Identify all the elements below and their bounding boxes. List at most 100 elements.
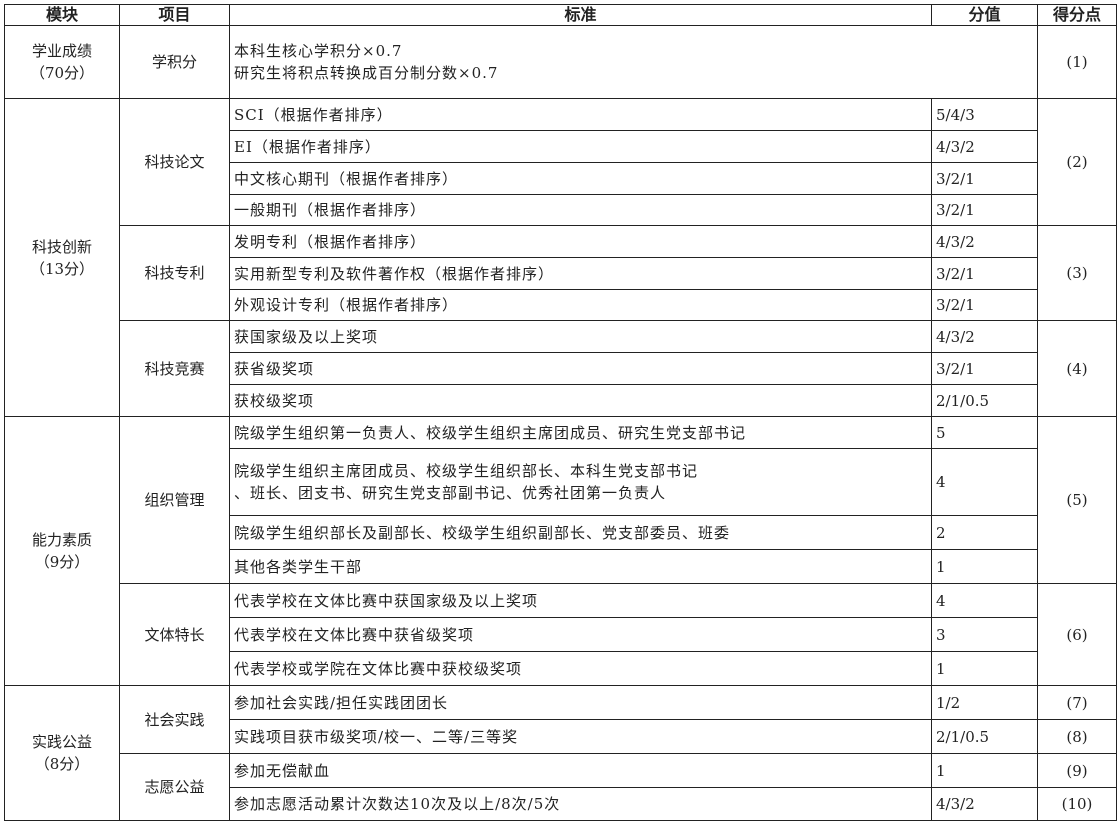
value-cell-text: 4/3/2 <box>936 795 975 813</box>
criteria-cell-text: 发明专利（根据作者排序） <box>234 232 427 251</box>
item-name-text: 学积分 <box>151 53 197 71</box>
value-cell-text: 1/2 <box>936 693 961 712</box>
value-cell: 3/2/1 <box>931 194 1038 226</box>
value-cell-text: 3/2/1 <box>936 264 975 283</box>
criteria-cell-text: 一般期刊（根据作者排序） <box>234 201 427 219</box>
criteria-cell-text: EI（根据作者排序） <box>234 137 381 156</box>
value-cell: 4/3/2 <box>931 320 1038 353</box>
table-row: 院级学生组织主席团成员、校级学生组织部长、本科生党支部书记 、班长、团支书、研究… <box>5 448 1117 516</box>
table-row: 实用新型专利及软件著作权（根据作者排序） 3/2/1 <box>5 257 1117 290</box>
table-row: 能力素质 （9分） 组织管理 院级学生组织第一负责人、校级学生组织主席团成员、研究生党… <box>4 416 1117 686</box>
value-cell-text: 2 <box>936 523 946 542</box>
criteria-cell: 获省级奖项 <box>229 352 932 385</box>
value-cell: 4 <box>931 583 1038 618</box>
table-row: 科技创新 （13分） 科技论文 SCI（根据作者排序） 5/4/3 (2) <box>4 98 1117 417</box>
value-cell-text: 2/1/0.5 <box>936 727 990 746</box>
score-point-text: (7) <box>1066 693 1088 712</box>
header-row: 模块 项目 标准 分值 得分点 <box>4 4 1117 26</box>
value-cell-text: 3/2/1 <box>936 201 975 219</box>
score-point-text: (1) <box>1066 53 1088 71</box>
criteria-cell-text: SCI（根据作者排序） <box>234 105 393 124</box>
criteria-cell: 参加志愿活动累计次数达10次及以上/8次/5次 <box>229 787 932 821</box>
criteria-cell: 发明专利（根据作者排序） <box>229 225 932 258</box>
module-weight: （8分） <box>34 755 90 773</box>
item-name: 科技专利 <box>119 225 230 321</box>
value-cell-text: 4/3/2 <box>936 137 975 156</box>
criteria-cell-text: 院级学生组织第一负责人、校级学生组织主席团成员、研究生党支部书记 <box>234 423 747 442</box>
module-weight: （13分） <box>29 259 95 278</box>
criteria-cell: 获国家级及以上奖项 <box>229 320 932 353</box>
score-point-text: (9) <box>1066 761 1088 780</box>
value-cell-text: 3/2/1 <box>936 359 975 378</box>
value-cell-text: 1 <box>936 659 946 678</box>
item-name: 学积分 <box>119 25 230 99</box>
score-point: (7) <box>1037 685 1117 720</box>
value-cell-text: 4/3/2 <box>936 327 975 346</box>
value-cell-text: 3 <box>936 625 946 644</box>
module-name: 能力素质 <box>31 531 92 549</box>
value-cell-text: 4/3/2 <box>936 232 975 251</box>
table-row: 一般期刊（根据作者排序） 3/2/1 <box>5 194 1117 226</box>
value-cell: 3 <box>931 617 1038 652</box>
criteria-cell: SCI（根据作者排序） <box>229 98 932 131</box>
criteria-cell: 实用新型专利及软件著作权（根据作者排序） <box>229 257 932 290</box>
score-point-text: (10) <box>1061 795 1093 813</box>
value-cell: 3/2/1 <box>931 289 1038 321</box>
item-name-text: 科技论文 <box>144 153 205 171</box>
item-name: 科技竞赛 <box>119 320 230 417</box>
value-cell: 1 <box>931 549 1038 584</box>
criteria-cell-text: 实用新型专利及软件著作权（根据作者排序） <box>234 264 555 283</box>
score-point: (9) <box>1037 753 1117 788</box>
module-weight: （70分） <box>29 64 95 82</box>
module-cell: 学业成绩 （70分） <box>4 25 120 99</box>
item-name-text: 科技专利 <box>144 264 205 282</box>
criteria-cell-text: 获国家级及以上奖项 <box>234 327 379 346</box>
table-row: 其他各类学生干部 1 <box>5 549 1117 584</box>
value-cell: 3/2/1 <box>931 257 1038 290</box>
item-name-text: 社会实践 <box>144 710 205 729</box>
table-row: 志愿公益 参加无偿献血 1 (9) <box>5 753 1117 821</box>
criteria-cell-text: 参加志愿活动累计次数达10次及以上/8次/5次 <box>234 795 561 813</box>
criteria-cell-text: 中文核心期刊（根据作者排序） <box>234 169 459 188</box>
score-point: (8) <box>1037 719 1117 754</box>
criteria-cell-text: 参加无偿献血 <box>234 761 331 780</box>
criteria-cell-text: 获校级奖项 <box>234 391 315 410</box>
criteria-cell-text: 获省级奖项 <box>234 359 315 378</box>
value-cell-text: 2/1/0.5 <box>936 391 990 410</box>
criteria-cell-text: 其他各类学生干部 <box>234 557 363 576</box>
score-point: (3) <box>1037 225 1117 321</box>
score-point: (10) <box>1037 787 1117 821</box>
header-module: 模块 <box>4 4 120 26</box>
score-point-text: (2) <box>1066 153 1088 171</box>
item-name: 志愿公益 <box>119 753 230 821</box>
value-cell-text: 1 <box>936 557 946 576</box>
value-cell: 1/2 <box>931 685 1038 720</box>
criteria-cell-text: 参加社会实践/担任实践团团长 <box>234 693 449 712</box>
criteria-cell: 代表学校在文体比赛中获省级奖项 <box>229 617 932 652</box>
item-name: 文体特长 <box>119 583 230 686</box>
score-point-text: (3) <box>1066 264 1088 282</box>
header-criteria: 标准 <box>229 4 932 26</box>
criteria-cell: 一般期刊（根据作者排序） <box>229 194 932 226</box>
item-name-text: 志愿公益 <box>144 778 205 796</box>
value-cell-text: 5/4/3 <box>936 105 975 124</box>
criteria-cell-text: 外观设计专利（根据作者排序） <box>234 296 459 314</box>
criteria-cell: 获校级奖项 <box>229 384 932 417</box>
value-cell: 5 <box>931 416 1038 449</box>
item-name-text: 科技竞赛 <box>144 359 205 378</box>
table-row: 实践公益 （8分） 社会实践 参加社会实践/担任实践团团长 1/2 (7) <box>4 685 1117 821</box>
score-point-text: (8) <box>1066 727 1088 746</box>
score-point: (2) <box>1037 98 1117 226</box>
table-row: 外观设计专利（根据作者排序） 3/2/1 <box>5 289 1117 321</box>
score-point: (1) <box>1037 25 1117 99</box>
item-name: 科技论文 <box>119 98 230 226</box>
criteria-cell-text: 实践项目获市级奖项/校一、二等/三等奖 <box>234 727 519 746</box>
criteria-cell: 院级学生组织第一负责人、校级学生组织主席团成员、研究生党支部书记 <box>229 416 932 449</box>
table-row: 获校级奖项 2/1/0.5 <box>5 384 1117 417</box>
criteria-cell-text: 院级学生组织主席团成员、校级学生组织部长、本科生党支部书记 、班长、团支书、研究… <box>234 462 699 502</box>
criteria-cell: 本科生核心学积分×0.7 研究生将积点转换成百分制分数×0.7 <box>229 25 1038 99</box>
score-point: (4) <box>1037 320 1117 417</box>
criteria-cell: 代表学校或学院在文体比赛中获校级奖项 <box>229 651 932 686</box>
score-point: (5) <box>1037 416 1117 584</box>
criteria-cell-text: 代表学校在文体比赛中获国家级及以上奖项 <box>234 591 539 610</box>
